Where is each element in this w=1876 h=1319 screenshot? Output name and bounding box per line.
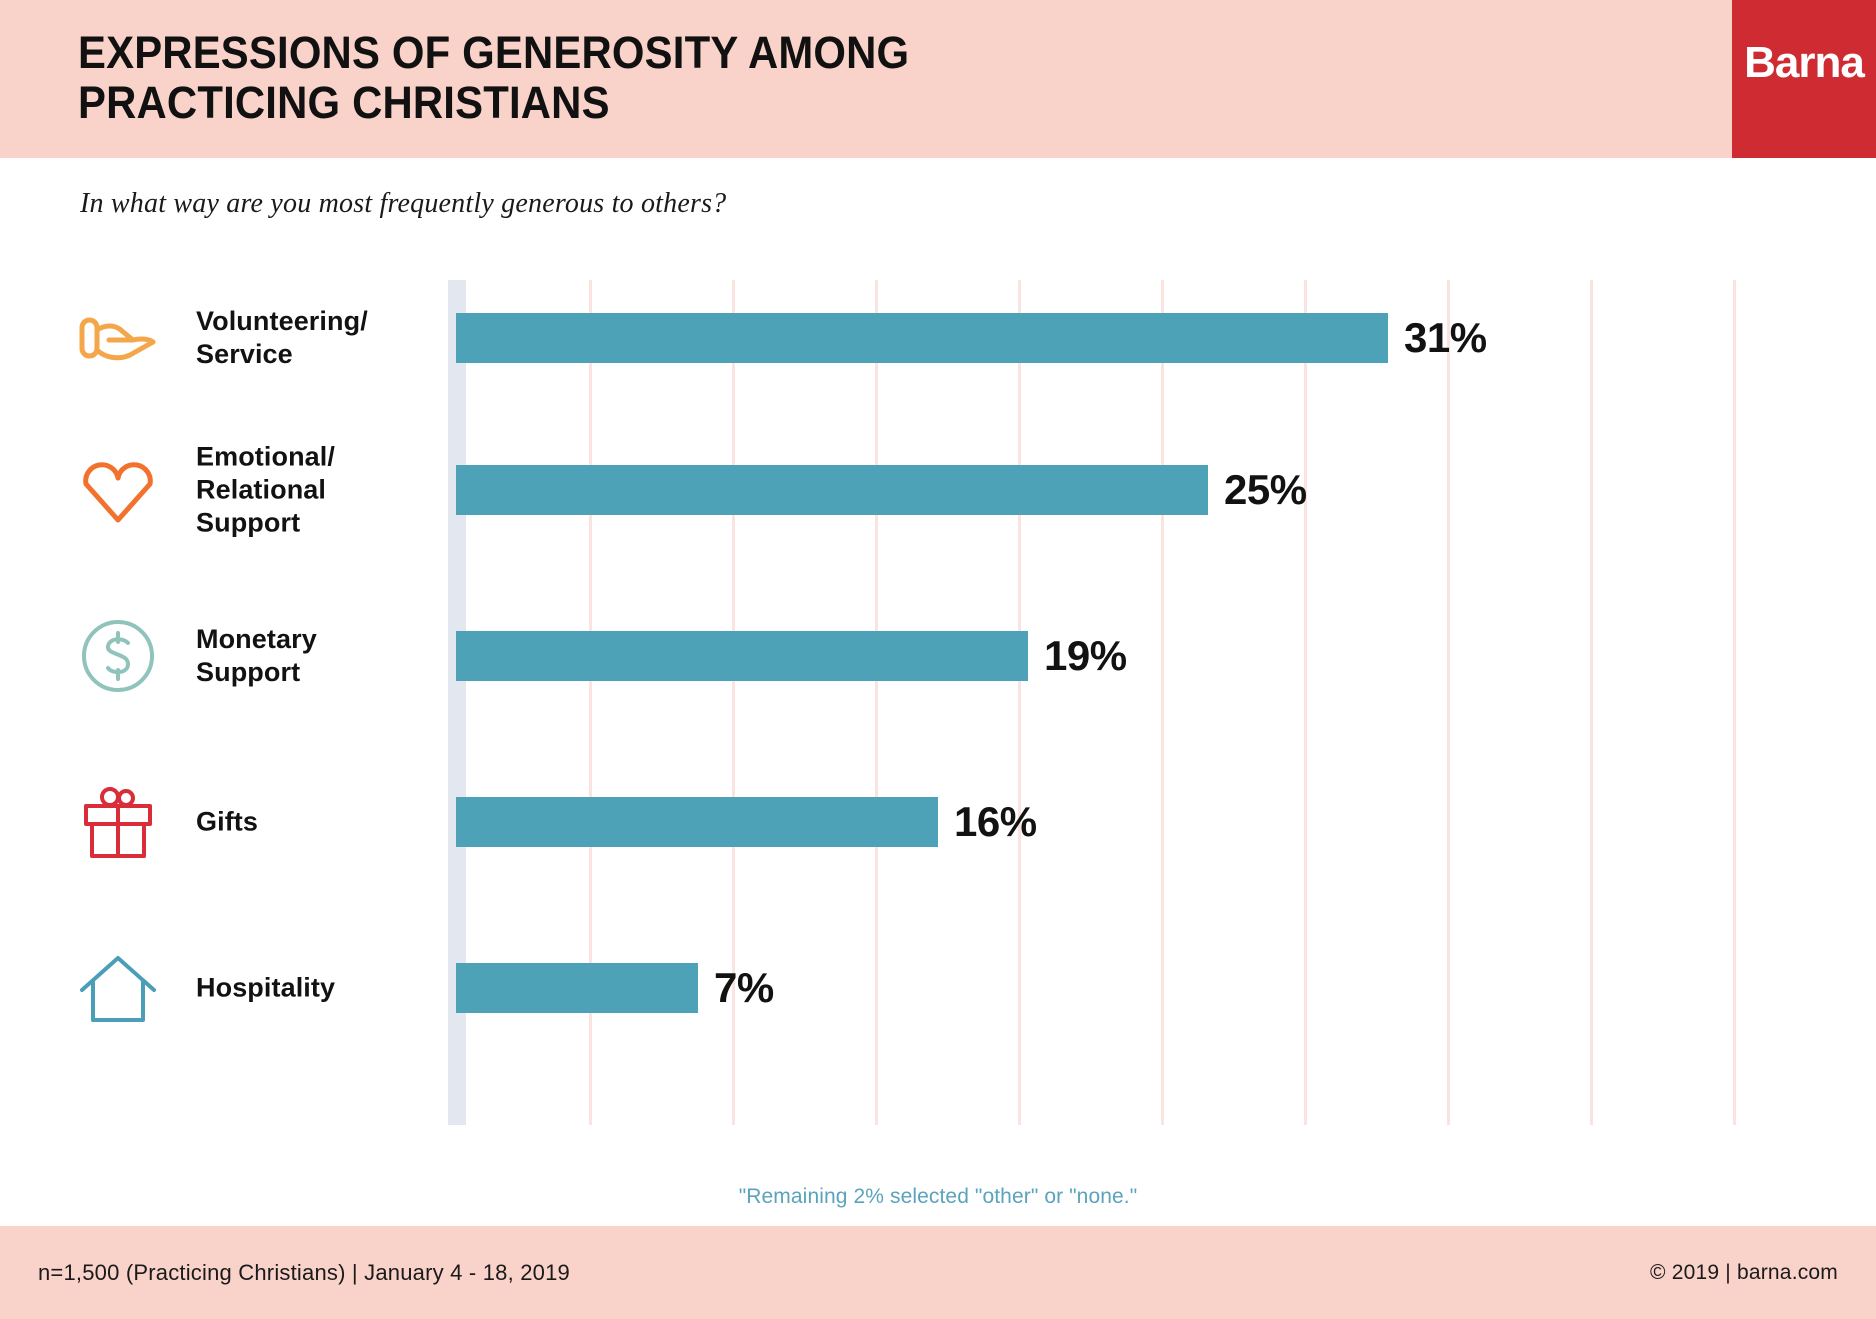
gridline	[732, 280, 735, 1125]
barna-logo-text: Barna	[1744, 38, 1865, 87]
bar-label: Hospitality	[196, 972, 436, 1005]
bar-label-line1: Emotional/	[196, 441, 336, 472]
chart-question-subtitle: In what way are you most frequently gene…	[80, 188, 727, 219]
page-footer: n=1,500 (Practicing Christians) | Januar…	[0, 1226, 1876, 1319]
bar	[456, 797, 938, 847]
bar-label: Gifts	[196, 806, 436, 839]
barna-logo-block: Barna	[1732, 0, 1876, 158]
bar	[456, 313, 1388, 363]
bar-label-line1: Gifts	[196, 806, 259, 837]
bar	[456, 631, 1028, 681]
bar-row: Emotional/ Relational Support 25%	[0, 428, 1876, 552]
gridline	[589, 280, 592, 1125]
page-header: EXPRESSIONS OF GENEROSITY AMONG PRACTICI…	[0, 0, 1876, 158]
gridline	[1018, 280, 1021, 1125]
gridline	[1447, 280, 1450, 1125]
gridline	[1161, 280, 1164, 1125]
gridline	[875, 280, 878, 1125]
bar-label: Volunteering/ Service	[196, 305, 436, 371]
heart-icon	[78, 450, 158, 530]
bar-label-line3: Support	[196, 507, 301, 538]
bar-label-line1: Hospitality	[196, 972, 336, 1003]
gift-icon	[78, 782, 158, 862]
bar-value-label: 7%	[714, 964, 774, 1011]
bar-value-label: 25%	[1224, 466, 1307, 513]
bar-value-label: 31%	[1404, 314, 1487, 361]
bar-label-line2: Support	[196, 657, 301, 687]
house-icon	[78, 948, 158, 1028]
bar	[456, 465, 1208, 515]
gridline	[1304, 280, 1307, 1125]
dollar-circle-icon	[78, 616, 158, 696]
page-title: EXPRESSIONS OF GENEROSITY AMONG PRACTICI…	[78, 27, 910, 129]
bar	[456, 963, 698, 1013]
bar-row: Gifts 16%	[0, 760, 1876, 884]
bar-label-line2: Service	[196, 339, 293, 369]
footer-sample-info: n=1,500 (Practicing Christians) | Januar…	[38, 1259, 570, 1285]
bar-chart: Volunteering/ Service 31% Emotional/ Rel…	[0, 272, 1876, 1134]
bar-row: Monetary Support 19%	[0, 594, 1876, 718]
bar-row: Volunteering/ Service 31%	[0, 276, 1876, 400]
bar-label: Emotional/ Relational Support	[196, 441, 436, 540]
bar-label: Monetary Support	[196, 623, 436, 689]
footer-copyright: © 2019 | barna.com	[1650, 1260, 1838, 1284]
open-hand-icon	[78, 298, 158, 378]
gridline	[1590, 280, 1593, 1125]
bar-label-line2: Relational	[196, 474, 327, 505]
bar-label-line1: Volunteering/	[196, 306, 368, 337]
bar-value-label: 16%	[954, 798, 1037, 845]
bar-value-label: 19%	[1044, 632, 1127, 679]
bar-row: Hospitality 7%	[0, 926, 1876, 1050]
gridline	[1733, 280, 1736, 1125]
chart-footnote: "Remaining 2% selected "other" or "none.…	[738, 1185, 1138, 1208]
bar-label-line1: Monetary	[196, 624, 317, 655]
